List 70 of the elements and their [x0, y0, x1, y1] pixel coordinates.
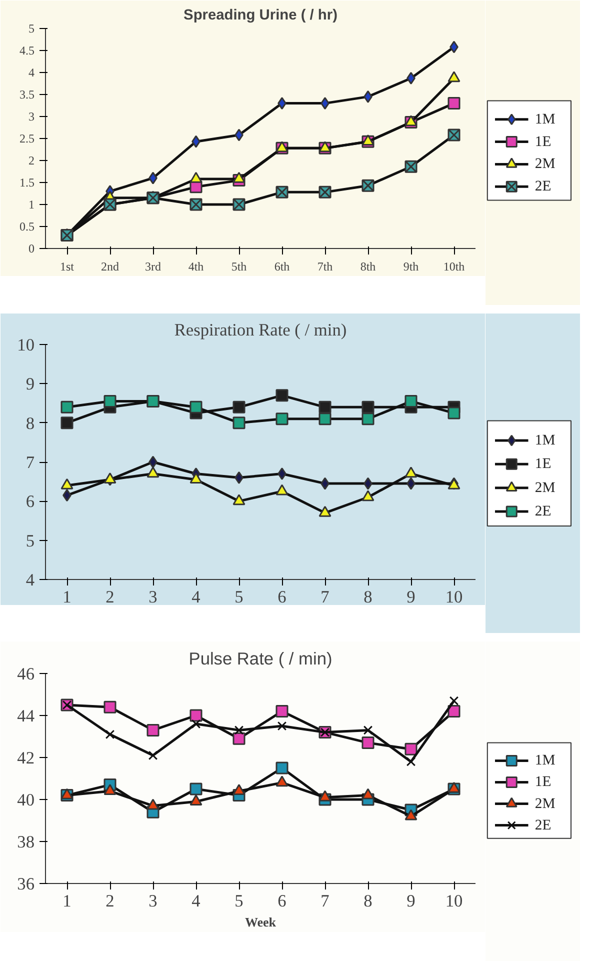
legend-label: 1E — [534, 134, 552, 150]
legend-label: 2M — [534, 796, 556, 812]
legend-label: 1M — [534, 111, 556, 128]
x-tick-label: 10th — [443, 260, 465, 274]
x-tick-label: 10 — [445, 588, 463, 606]
chart-title: Pulse Rate ( / min) — [188, 648, 332, 668]
x-tick-label: 2nd — [101, 260, 119, 274]
x-tick-label: 2 — [106, 892, 114, 910]
y-tick-label: 4 — [26, 570, 35, 590]
x-tick-label: 1 — [62, 892, 72, 910]
x-tick-label: 7 — [320, 892, 330, 910]
x-tick-label: 4 — [192, 588, 201, 606]
y-tick-label: 44 — [17, 706, 35, 726]
x-tick-label: 3rd — [145, 260, 161, 274]
x-tick-label: 9th — [403, 260, 419, 274]
y-tick-label: 3 — [28, 110, 34, 124]
y-tick-label: 4.5 — [20, 44, 34, 58]
y-tick-label: 7 — [26, 453, 35, 472]
y-tick-label: 10 — [17, 336, 34, 354]
y-tick-label: 36 — [17, 874, 35, 894]
y-tick-label: 5 — [28, 22, 34, 36]
y-tick-label: 42 — [17, 748, 34, 768]
x-tick-label: 3 — [148, 892, 158, 910]
legend-label: 1E — [534, 774, 552, 790]
x-tick-label: 5th — [231, 260, 247, 274]
x-tick-label: 1 — [62, 588, 72, 606]
legend-label: 2E — [534, 178, 552, 195]
x-tick-label: 3 — [148, 588, 158, 606]
legend-label: 2E — [534, 504, 552, 520]
y-tick-label: 3.5 — [20, 88, 34, 102]
y-tick-label: 8 — [26, 414, 35, 433]
y-tick-label: 5 — [26, 531, 35, 550]
x-tick-label: 4th — [188, 260, 204, 274]
x-tick-label: 9 — [406, 588, 416, 606]
y-tick-label: 0.5 — [20, 220, 34, 234]
x-tick-label: 8 — [364, 588, 372, 606]
chart-title: Respiration Rate ( / min) — [174, 320, 347, 340]
x-tick-label: 5 — [234, 892, 244, 910]
y-tick-label: 2.5 — [20, 132, 34, 146]
chart-title: Spreading Urine ( / hr) — [184, 8, 338, 24]
x-axis-title: Week — [244, 914, 277, 930]
y-tick-label: 40 — [17, 790, 34, 810]
y-tick-label: 9 — [26, 374, 35, 394]
y-tick-label: 46 — [17, 664, 35, 684]
x-tick-label: 7th — [317, 260, 333, 274]
x-tick-label: 6 — [278, 588, 287, 606]
y-tick-label: 0 — [28, 242, 34, 256]
x-tick-label: 10 — [445, 892, 463, 910]
x-tick-label: 9 — [406, 892, 416, 910]
x-tick-label: 2 — [106, 588, 114, 606]
y-tick-label: 1.5 — [20, 176, 34, 190]
legend-label: 2M — [534, 480, 556, 496]
legend-label: 1E — [534, 456, 552, 472]
x-tick-label: 4 — [192, 892, 201, 910]
y-tick-label: 6 — [26, 492, 35, 512]
x-tick-label: 6 — [278, 892, 287, 910]
x-tick-label: 6th — [274, 260, 290, 274]
legend-label: 1M — [534, 752, 556, 769]
x-tick-label: 1st — [60, 260, 75, 274]
y-tick-label: 2 — [28, 154, 34, 168]
x-tick-label: 5 — [234, 588, 244, 606]
x-tick-label: 8 — [364, 892, 372, 910]
x-tick-label: 7 — [320, 588, 330, 606]
x-tick-label: 8th — [360, 260, 376, 274]
y-tick-label: 1 — [28, 198, 34, 212]
legend-label: 2M — [534, 156, 556, 172]
legend-label: 2E — [534, 817, 552, 834]
y-tick-label: 4 — [28, 66, 34, 80]
legend-label: 1M — [534, 432, 556, 448]
y-tick-label: 38 — [17, 832, 34, 852]
